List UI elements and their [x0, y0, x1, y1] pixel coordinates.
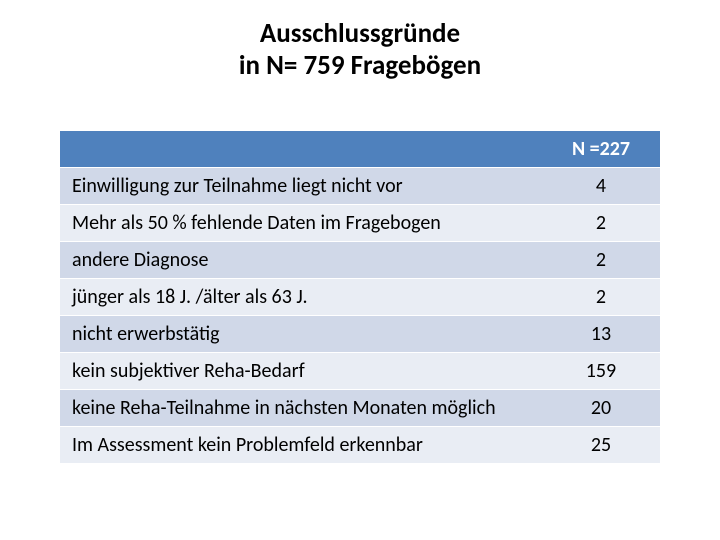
- row-value: 2: [540, 278, 660, 315]
- table-header-row: N =227: [60, 131, 660, 168]
- row-label: nicht erwerbstätig: [60, 315, 540, 352]
- table-row: andere Diagnose 2: [60, 241, 660, 278]
- table-header-label: [60, 131, 540, 168]
- table-body: Einwilligung zur Teilnahme liegt nicht v…: [60, 167, 660, 463]
- slide: Ausschlussgründe in N= 759 Fragebögen N …: [0, 0, 720, 540]
- row-value: 20: [540, 389, 660, 426]
- table-row: nicht erwerbstätig 13: [60, 315, 660, 352]
- table-row: Einwilligung zur Teilnahme liegt nicht v…: [60, 167, 660, 204]
- row-label: Einwilligung zur Teilnahme liegt nicht v…: [60, 167, 540, 204]
- title-line-1: Ausschlussgründe: [60, 18, 660, 50]
- row-value: 25: [540, 426, 660, 463]
- title-line-2: in N= 759 Fragebögen: [60, 50, 660, 82]
- row-label: Im Assessment kein Problemfeld erkennbar: [60, 426, 540, 463]
- row-value: 2: [540, 204, 660, 241]
- row-value: 159: [540, 352, 660, 389]
- row-value: 13: [540, 315, 660, 352]
- table-row: jünger als 18 J. /älter als 63 J. 2: [60, 278, 660, 315]
- row-value: 4: [540, 167, 660, 204]
- table-row: Mehr als 50 % fehlende Daten im Fragebog…: [60, 204, 660, 241]
- page-title: Ausschlussgründe in N= 759 Fragebögen: [60, 18, 660, 83]
- row-label: Mehr als 50 % fehlende Daten im Fragebog…: [60, 204, 540, 241]
- row-label: keine Reha-Teilnahme in nächsten Monaten…: [60, 389, 540, 426]
- row-label: andere Diagnose: [60, 241, 540, 278]
- table-header-value: N =227: [540, 131, 660, 168]
- row-label: jünger als 18 J. /älter als 63 J.: [60, 278, 540, 315]
- table-row: Im Assessment kein Problemfeld erkennbar…: [60, 426, 660, 463]
- row-value: 2: [540, 241, 660, 278]
- row-label: kein subjektiver Reha-Bedarf: [60, 352, 540, 389]
- table-row: kein subjektiver Reha-Bedarf 159: [60, 352, 660, 389]
- exclusion-table: N =227 Einwilligung zur Teilnahme liegt …: [60, 131, 660, 464]
- table-row: keine Reha-Teilnahme in nächsten Monaten…: [60, 389, 660, 426]
